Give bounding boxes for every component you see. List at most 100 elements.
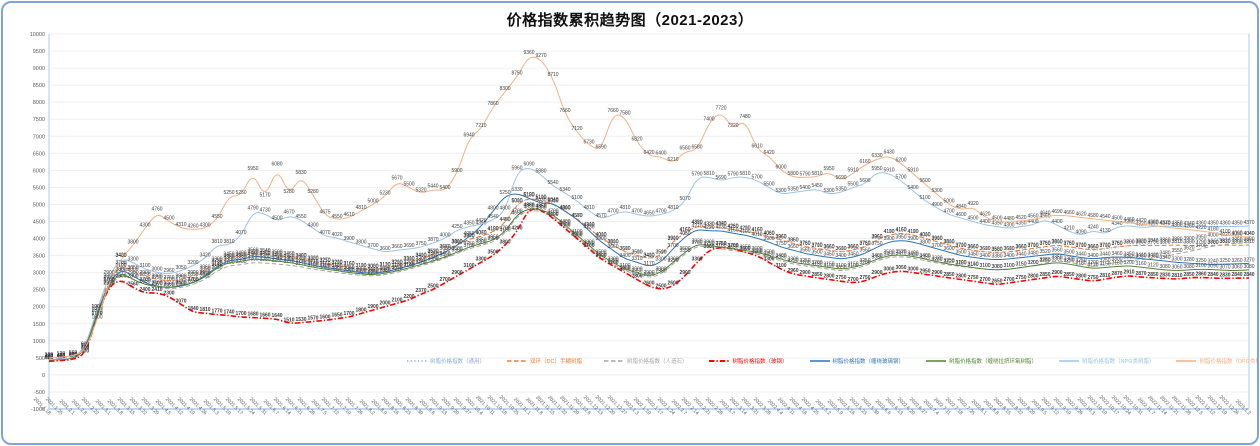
svg-text:3100: 3100: [391, 263, 402, 269]
svg-text:4330: 4330: [715, 221, 726, 227]
svg-text:4400: 4400: [979, 219, 990, 225]
svg-text:3070: 3070: [1219, 264, 1230, 270]
legend-label-7: 树脂价格指数（DPG类树脂）: [1199, 359, 1257, 365]
svg-text:4800: 4800: [535, 205, 546, 211]
svg-text:3710: 3710: [1099, 242, 1110, 248]
svg-text:460: 460: [45, 353, 54, 359]
svg-text:4350: 4350: [559, 221, 570, 227]
svg-text:8000: 8000: [33, 100, 45, 106]
svg-text:3800: 3800: [1135, 239, 1146, 245]
legend-item-5[interactable]: 树脂价格指数（缠绕拉挤环氧树脂）: [926, 357, 1037, 365]
svg-text:3250: 3250: [1099, 258, 1110, 264]
legend-item-0[interactable]: 树脂价格指数（通用）: [407, 357, 485, 365]
svg-text:4520: 4520: [1015, 215, 1026, 221]
legend-item-2[interactable]: 树脂价格指数（人造石）: [603, 357, 687, 365]
svg-text:3950: 3950: [487, 234, 498, 240]
svg-text:3090: 3090: [367, 264, 378, 270]
svg-text:3810: 3810: [223, 239, 234, 245]
svg-text:700: 700: [81, 345, 90, 351]
svg-text:3800: 3800: [703, 239, 714, 245]
legend-item-6[interactable]: 树脂价格指数（NPG类树脂）: [1059, 357, 1154, 365]
svg-text:4650: 4650: [511, 210, 522, 216]
svg-text:2800: 2800: [115, 274, 126, 280]
svg-text:5880: 5880: [535, 169, 546, 175]
svg-text:3240: 3240: [1207, 259, 1218, 265]
svg-text:2950: 2950: [631, 268, 642, 274]
svg-text:3080: 3080: [991, 264, 1002, 270]
trend-line-chart[interactable]: -1000 -500 0 500 1000 1500 2000 2500 3000 3500 400…: [3, 3, 1257, 443]
svg-text:4400: 4400: [1051, 219, 1062, 225]
svg-text:4010: 4010: [751, 232, 762, 238]
svg-text:2650: 2650: [103, 279, 114, 285]
svg-text:2950: 2950: [919, 268, 930, 274]
svg-text:3340: 3340: [1159, 255, 1170, 261]
svg-text:2800: 2800: [1075, 274, 1086, 280]
svg-text:3750: 3750: [1063, 241, 1074, 247]
svg-text:3650: 3650: [823, 245, 834, 251]
svg-text:6090: 6090: [523, 161, 534, 167]
legend-item-4[interactable]: 树脂价格指数（缠绕玻璃钢）: [809, 357, 904, 365]
svg-text:3900: 3900: [883, 236, 894, 242]
legend-swatch-3: [709, 360, 730, 362]
svg-text:2700: 2700: [1003, 277, 1014, 283]
svg-text:3600: 3600: [751, 246, 762, 252]
svg-text:3000: 3000: [199, 267, 210, 273]
svg-text:2620: 2620: [175, 280, 186, 286]
svg-text:3000: 3000: [631, 267, 642, 273]
svg-text:6420: 6420: [763, 150, 774, 156]
svg-text:3300: 3300: [655, 256, 666, 262]
svg-text:2850: 2850: [811, 272, 822, 278]
legend-item-3[interactable]: 树脂价格指数（玻钢）: [709, 357, 788, 365]
svg-text:6430: 6430: [883, 150, 894, 156]
svg-text:3400: 3400: [247, 253, 258, 259]
svg-text:3240: 3240: [295, 259, 306, 265]
svg-text:3150: 3150: [967, 262, 978, 268]
series-line-1: [48, 198, 1250, 360]
svg-text:5000: 5000: [33, 202, 45, 208]
svg-text:3480: 3480: [247, 250, 258, 256]
svg-text:3660: 3660: [703, 244, 714, 250]
svg-text:4050: 4050: [763, 231, 774, 237]
svg-text:4000: 4000: [1207, 233, 1218, 239]
svg-text:4840: 4840: [955, 204, 966, 210]
svg-text:4100: 4100: [907, 229, 918, 235]
y-axis-labels: -1000 -500 0 500 1000 1500 2000 2500 3000 3500 400…: [30, 32, 45, 413]
legend-label-3: 树脂价格指数（玻钢）: [732, 359, 788, 365]
svg-text:4810: 4810: [583, 205, 594, 211]
svg-text:2850: 2850: [187, 272, 198, 278]
svg-text:3300: 3300: [211, 256, 222, 262]
svg-text:4500: 4500: [991, 216, 1002, 222]
legend-item-1[interactable]: 双环（DC）手糊树脂: [507, 357, 582, 365]
legend-swatch-7: [1176, 360, 1197, 362]
svg-text:4550: 4550: [331, 214, 342, 220]
svg-text:2700: 2700: [979, 277, 990, 283]
svg-text:3060: 3060: [1231, 265, 1242, 271]
legend-swatch-4: [809, 360, 830, 362]
svg-text:2870: 2870: [199, 271, 210, 277]
svg-text:3300: 3300: [475, 256, 486, 262]
svg-text:3900: 3900: [907, 236, 918, 242]
svg-text:2700: 2700: [163, 277, 174, 283]
svg-text:3700: 3700: [727, 243, 738, 249]
svg-text:3300: 3300: [283, 256, 294, 262]
svg-text:4100: 4100: [571, 229, 582, 235]
legend-item-7[interactable]: 树脂价格指数（DPG类树脂）: [1176, 357, 1257, 365]
svg-text:3420: 3420: [283, 252, 294, 258]
svg-text:4040: 4040: [1243, 231, 1254, 237]
svg-text:7660: 7660: [607, 108, 618, 114]
svg-text:3710: 3710: [955, 242, 966, 248]
svg-text:2750: 2750: [151, 275, 162, 281]
svg-text:3150: 3150: [343, 262, 354, 268]
svg-text:3250: 3250: [787, 258, 798, 264]
svg-text:2800: 2800: [151, 274, 162, 280]
svg-text:1000: 1000: [33, 339, 45, 345]
svg-text:4060: 4060: [763, 231, 774, 237]
svg-text:420: 420: [57, 355, 66, 361]
svg-text:4500: 4500: [967, 216, 978, 222]
svg-text:3710: 3710: [1027, 242, 1038, 248]
svg-text:3800: 3800: [451, 239, 462, 245]
svg-text:4330: 4330: [703, 221, 714, 227]
svg-text:1660: 1660: [259, 312, 270, 318]
svg-text:3300: 3300: [223, 256, 234, 262]
svg-text:3700: 3700: [931, 243, 942, 249]
